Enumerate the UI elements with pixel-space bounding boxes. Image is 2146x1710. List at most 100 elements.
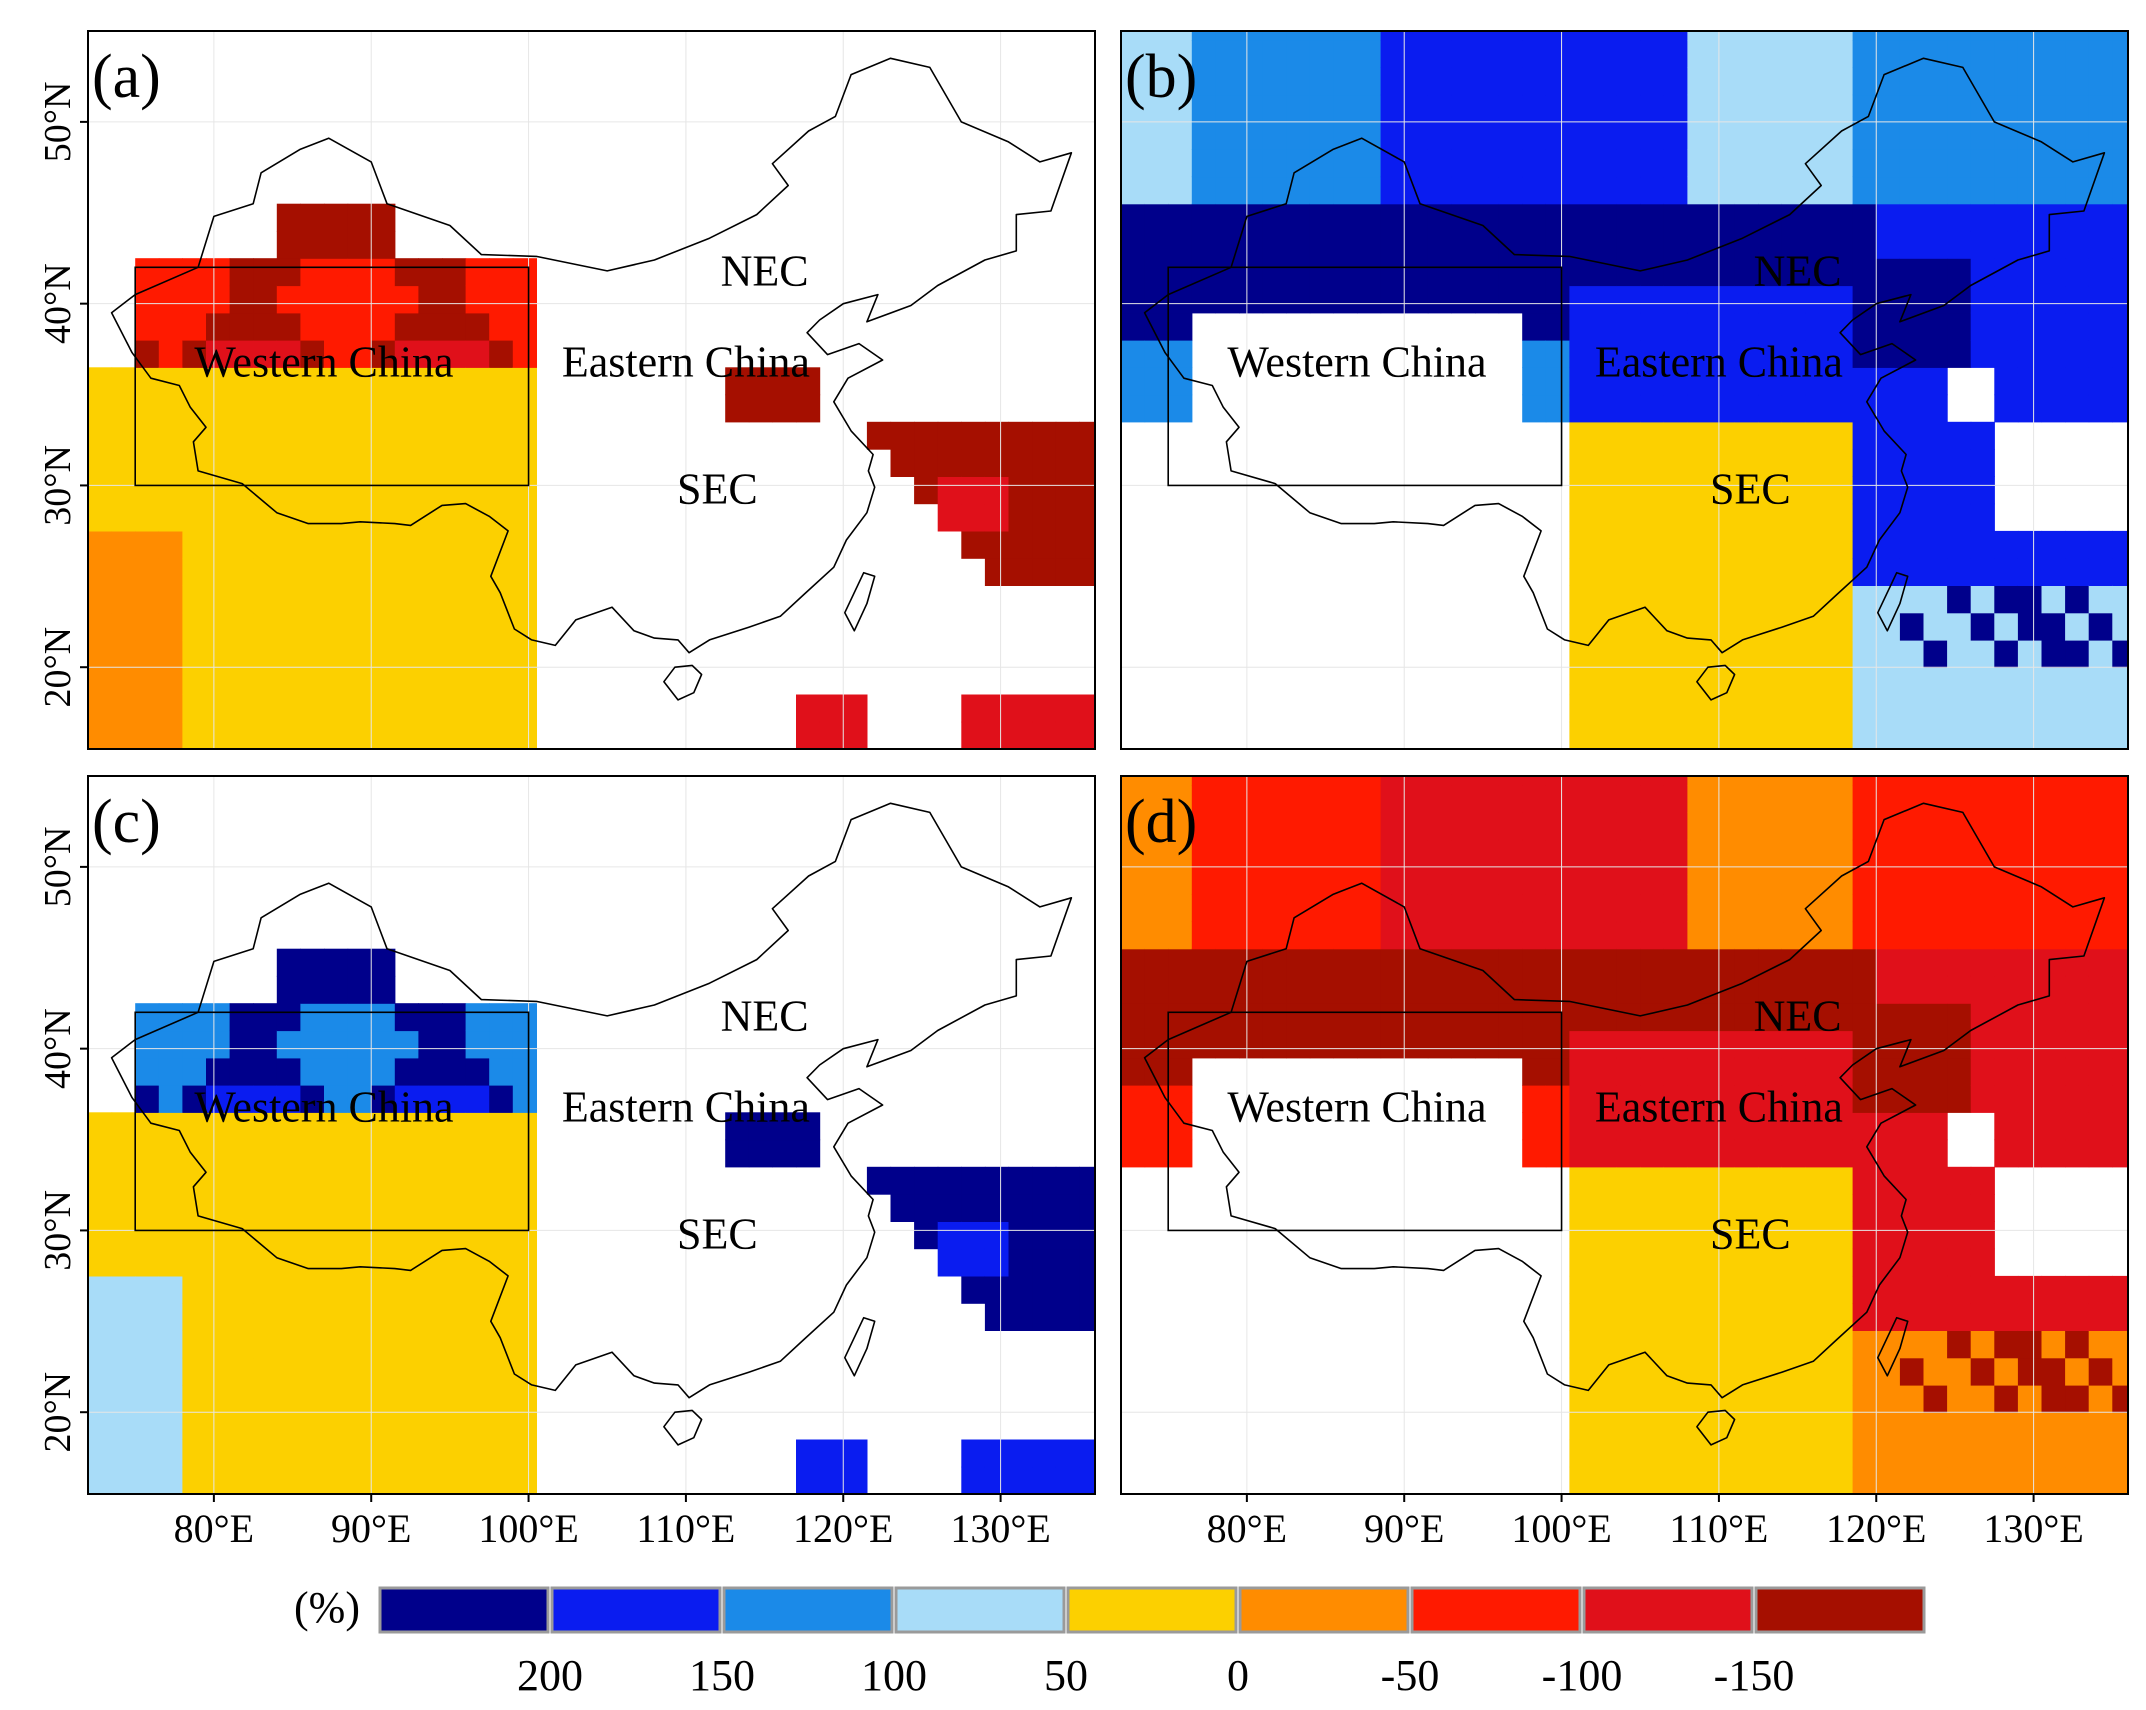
heatmap-cell bbox=[1262, 67, 1287, 96]
heatmap-cell bbox=[229, 1139, 254, 1168]
heatmap-cell bbox=[1333, 31, 1358, 41]
heatmap-cell bbox=[1734, 639, 1759, 668]
heatmap-cell bbox=[2041, 612, 2066, 641]
heatmap-cell bbox=[1852, 421, 1877, 450]
heatmap-cell bbox=[512, 667, 537, 696]
heatmap-cell bbox=[489, 1221, 514, 1250]
heatmap-cell bbox=[347, 667, 372, 696]
heatmap-cell bbox=[1640, 121, 1665, 150]
heatmap-cell bbox=[1876, 1221, 1901, 1250]
heatmap-cell bbox=[1805, 1248, 1830, 1277]
heatmap-cell bbox=[347, 1384, 372, 1413]
heatmap-cell bbox=[1781, 694, 1806, 723]
heatmap-cell bbox=[1640, 94, 1665, 123]
heatmap-cell bbox=[418, 530, 443, 559]
heatmap-cell bbox=[394, 449, 419, 477]
heatmap-cell bbox=[371, 1357, 396, 1386]
heatmap-cell bbox=[1781, 639, 1806, 668]
heatmap-cell bbox=[1144, 785, 1169, 813]
heatmap-cell bbox=[1994, 230, 2019, 259]
heatmap-cell bbox=[2065, 94, 2090, 123]
heatmap-cell bbox=[276, 476, 301, 505]
heatmap-cell bbox=[1055, 1303, 1080, 1331]
heatmap-cell bbox=[88, 1466, 113, 1494]
heatmap-cell bbox=[937, 421, 962, 450]
heatmap-cell bbox=[2112, 612, 2128, 641]
y-tick-label: 50°N bbox=[37, 827, 79, 908]
heatmap-cell bbox=[1357, 894, 1382, 923]
heatmap-cell bbox=[489, 1330, 514, 1359]
heatmap-cell bbox=[276, 721, 301, 749]
heatmap-cell bbox=[1734, 776, 1759, 786]
heatmap-cell bbox=[1970, 530, 1995, 559]
heatmap-cell bbox=[394, 1194, 419, 1222]
heatmap-cell bbox=[1781, 449, 1806, 477]
heatmap-cell bbox=[1286, 285, 1311, 314]
heatmap-cell bbox=[1947, 121, 1972, 150]
heatmap-cell bbox=[347, 1439, 372, 1468]
heatmap-cell bbox=[135, 476, 160, 505]
heatmap-cell bbox=[1687, 449, 1712, 477]
heatmap-cell bbox=[1758, 721, 1783, 749]
heatmap-cell bbox=[1055, 694, 1080, 723]
heatmap-cell bbox=[1711, 812, 1736, 841]
heatmap-cell bbox=[1144, 1085, 1169, 1113]
heatmap-cell bbox=[2088, 921, 2113, 950]
heatmap-cell bbox=[1734, 1166, 1759, 1195]
heatmap-cell bbox=[2088, 1412, 2113, 1441]
heatmap-cell bbox=[1262, 31, 1287, 41]
heatmap-cell bbox=[1569, 530, 1594, 559]
heatmap-cell bbox=[1498, 285, 1523, 314]
heatmap-cell bbox=[1829, 203, 1854, 232]
heatmap-cell bbox=[1947, 585, 1972, 614]
heatmap-cell bbox=[1711, 230, 1736, 259]
heatmap-cell bbox=[347, 476, 372, 505]
heatmap-cell bbox=[1593, 1466, 1618, 1494]
heatmap-cell bbox=[1168, 149, 1193, 178]
heatmap-cell bbox=[1805, 1057, 1830, 1086]
heatmap-cell bbox=[1663, 1275, 1688, 1304]
heatmap-cell bbox=[2041, 149, 2066, 178]
heatmap-cell bbox=[1876, 1412, 1901, 1441]
colorbar-tick-label: 50 bbox=[1044, 1651, 1088, 1700]
heatmap-cell bbox=[1451, 67, 1476, 96]
heatmap-cell bbox=[465, 312, 490, 341]
heatmap-cell bbox=[1923, 812, 1948, 841]
heatmap-cell bbox=[1923, 639, 1948, 668]
heatmap-cell bbox=[1191, 839, 1216, 868]
heatmap-cell bbox=[371, 449, 396, 477]
heatmap-cell bbox=[1427, 121, 1452, 150]
heatmap-cell bbox=[1852, 394, 1877, 423]
heatmap-cell bbox=[2088, 585, 2113, 614]
heatmap-cell bbox=[489, 1085, 514, 1113]
heatmap-cell bbox=[1758, 94, 1783, 123]
heatmap-cell bbox=[2065, 1112, 2090, 1141]
heatmap-cell bbox=[1899, 1466, 1925, 1494]
heatmap-cell bbox=[418, 1003, 443, 1032]
heatmap-cell bbox=[1805, 1112, 1830, 1141]
heatmap-cell bbox=[1758, 1248, 1783, 1277]
heatmap-cell bbox=[1781, 894, 1806, 923]
heatmap-cell bbox=[1215, 121, 1240, 150]
heatmap-cell bbox=[158, 1466, 183, 1494]
heatmap-cell bbox=[1427, 285, 1452, 314]
heatmap-cell bbox=[1923, 975, 1948, 1004]
heatmap-cell bbox=[1711, 839, 1736, 868]
heatmap-cell bbox=[1545, 1057, 1570, 1086]
heatmap-cell bbox=[489, 449, 514, 477]
x-tick-label: 120°E bbox=[793, 1506, 893, 1551]
heatmap-cell bbox=[1805, 1139, 1830, 1168]
heatmap-cell bbox=[276, 1412, 301, 1441]
heatmap-cell bbox=[512, 1439, 537, 1468]
heatmap-cell bbox=[1079, 1466, 1095, 1494]
heatmap-cell bbox=[1687, 203, 1712, 232]
heatmap-cell bbox=[1427, 812, 1452, 841]
heatmap-cell bbox=[1687, 31, 1712, 41]
heatmap-cell bbox=[2112, 1357, 2128, 1386]
heatmap-cell bbox=[1970, 258, 1995, 287]
heatmap-cell bbox=[2065, 639, 2090, 668]
heatmap-cell bbox=[1970, 894, 1995, 923]
heatmap-cell bbox=[1994, 1030, 2019, 1059]
heatmap-cell bbox=[1032, 1303, 1057, 1331]
heatmap-cell bbox=[1309, 121, 1334, 150]
